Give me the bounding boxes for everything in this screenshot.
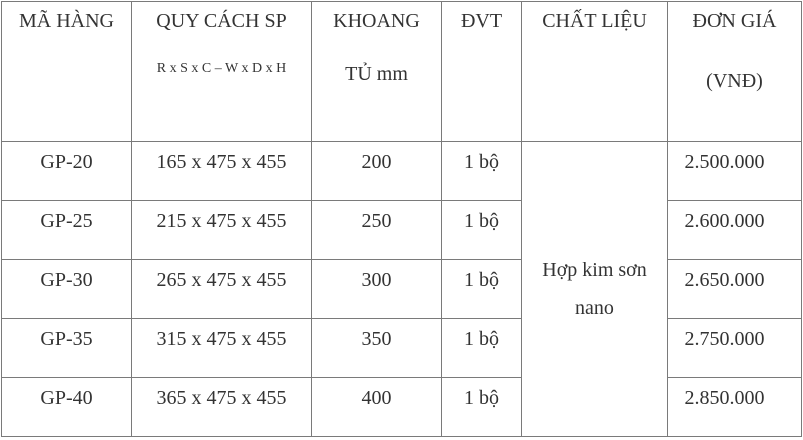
- header-khoang-tu: KHOANG TỦ mm: [311, 1, 442, 142]
- cell-code: GP-35: [1, 318, 132, 378]
- header-dvt: ĐVT: [441, 1, 522, 142]
- cell-cabinet: 250: [311, 200, 442, 260]
- cell-material: Hợp kim sơn nano: [521, 141, 668, 437]
- cell-size: 365 x 475 x 455: [131, 377, 312, 437]
- cell-unit: 1 bộ: [441, 259, 522, 319]
- header-quy-cach-sub: R x S x C – W x D x H: [156, 61, 287, 76]
- table-row: GP-40 365 x 475 x 455 400 1 bộ 2.850.000: [1, 377, 802, 437]
- cell-code: GP-30: [1, 259, 132, 319]
- cell-unit: 1 bộ: [441, 377, 522, 437]
- header-ma-hang: MÃ HÀNG: [1, 1, 132, 142]
- cell-cabinet: 300: [311, 259, 442, 319]
- cell-cabinet: 200: [311, 141, 442, 201]
- cell-unit: 1 bộ: [441, 318, 522, 378]
- cell-code: GP-40: [1, 377, 132, 437]
- header-quy-cach: QUY CÁCH SP R x S x C – W x D x H: [131, 1, 312, 142]
- cell-unit: 1 bộ: [441, 141, 522, 201]
- cell-price: 2.750.000: [667, 318, 802, 378]
- cell-size: 315 x 475 x 455: [131, 318, 312, 378]
- cell-price: 2.600.000: [667, 200, 802, 260]
- table-row: GP-25 215 x 475 x 455 250 1 bộ 2.600.000: [1, 200, 802, 260]
- header-row: MÃ HÀNG QUY CÁCH SP R x S x C – W x D x …: [1, 1, 802, 142]
- cell-price: 2.500.000: [667, 141, 802, 201]
- header-don-gia: ĐƠN GIÁ (VNĐ): [667, 1, 802, 142]
- cell-size: 265 x 475 x 455: [131, 259, 312, 319]
- cell-unit: 1 bộ: [441, 200, 522, 260]
- cell-size: 165 x 475 x 455: [131, 141, 312, 201]
- cell-size: 215 x 475 x 455: [131, 200, 312, 260]
- header-chat-lieu: CHẤT LIỆU: [521, 1, 668, 142]
- cell-price: 2.650.000: [667, 259, 802, 319]
- table-row: GP-35 315 x 475 x 455 350 1 bộ 2.750.000: [1, 318, 802, 378]
- table-row: GP-20 165 x 475 x 455 200 1 bộ Hợp kim s…: [1, 141, 802, 437]
- cell-cabinet: 350: [311, 318, 442, 378]
- cell-cabinet: 400: [311, 377, 442, 437]
- cell-code: GP-25: [1, 200, 132, 260]
- cell-code: GP-20: [1, 141, 132, 201]
- table-row: GP-30 265 x 475 x 455 300 1 bộ 2.650.000: [1, 259, 802, 319]
- cell-price: 2.850.000: [667, 377, 802, 437]
